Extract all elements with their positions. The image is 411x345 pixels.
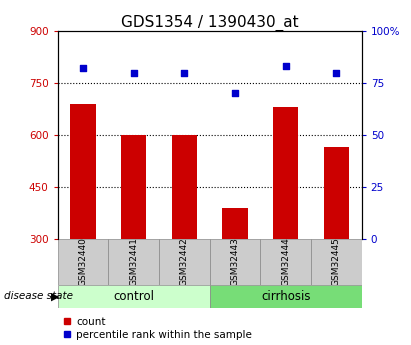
- Text: GSM32442: GSM32442: [180, 237, 189, 286]
- Bar: [58, 285, 210, 308]
- Bar: [108, 239, 159, 285]
- Bar: [210, 239, 260, 285]
- Point: [181, 70, 187, 76]
- Bar: [222, 208, 247, 239]
- Bar: [159, 239, 210, 285]
- Bar: [273, 107, 298, 239]
- Title: GDS1354 / 1390430_at: GDS1354 / 1390430_at: [121, 15, 298, 31]
- Text: disease state: disease state: [4, 291, 73, 301]
- Point: [80, 66, 86, 71]
- Bar: [58, 239, 108, 285]
- Text: GSM32445: GSM32445: [332, 237, 341, 286]
- Bar: [210, 285, 362, 308]
- Bar: [324, 147, 349, 239]
- Text: GSM32443: GSM32443: [231, 237, 240, 286]
- Text: control: control: [113, 290, 154, 303]
- Point: [282, 63, 289, 69]
- Text: ▶: ▶: [51, 291, 60, 301]
- Bar: [311, 239, 362, 285]
- Point: [130, 70, 137, 76]
- Text: GSM32440: GSM32440: [79, 237, 88, 286]
- Text: GSM32441: GSM32441: [129, 237, 138, 286]
- Bar: [172, 135, 197, 239]
- Text: cirrhosis: cirrhosis: [261, 290, 310, 303]
- Bar: [260, 239, 311, 285]
- Text: GSM32444: GSM32444: [281, 237, 290, 286]
- Legend: count, percentile rank within the sample: count, percentile rank within the sample: [63, 317, 252, 340]
- Point: [232, 91, 238, 96]
- Bar: [121, 135, 146, 239]
- Point: [333, 70, 339, 76]
- Bar: [70, 104, 95, 239]
